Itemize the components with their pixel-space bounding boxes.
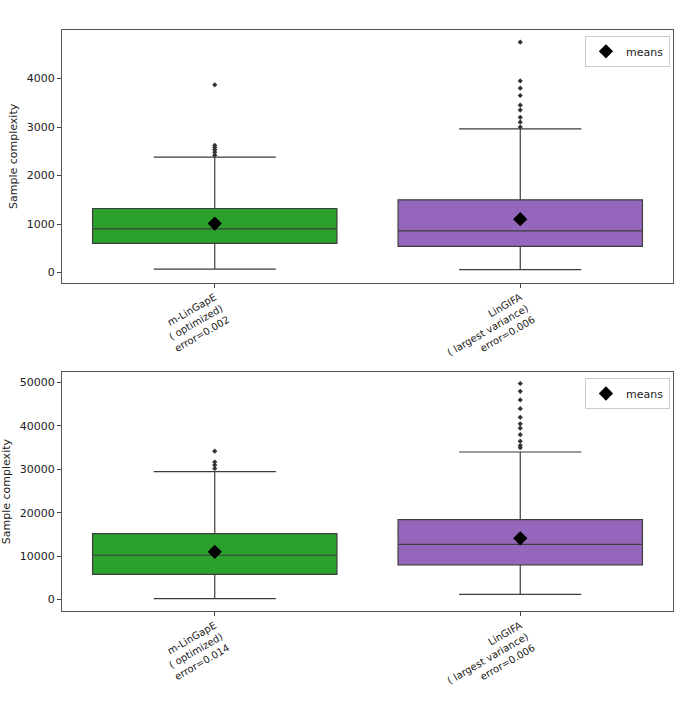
- svg-text:3000: 3000: [27, 121, 55, 134]
- svg-text:2000: 2000: [27, 169, 55, 182]
- svg-text:20000: 20000: [20, 507, 55, 520]
- svg-text:LinGIFA( largest variance)erro: LinGIFA( largest variance)error=0.006: [439, 291, 537, 369]
- svg-text:50000: 50000: [20, 376, 55, 389]
- svg-text:1000: 1000: [27, 218, 55, 231]
- svg-text:Sample complexity: Sample complexity: [0, 439, 13, 545]
- svg-text:10000: 10000: [20, 550, 55, 563]
- svg-text:m-LinGapE( optimized)error=0.0: m-LinGapE( optimized)error=0.002: [160, 291, 232, 354]
- svg-text:LinGIFA( largest variance)erro: LinGIFA( largest variance)error=0.006: [439, 619, 537, 697]
- svg-text:Sample complexity: Sample complexity: [7, 103, 20, 209]
- svg-text:means: means: [626, 388, 663, 401]
- svg-text:40000: 40000: [20, 420, 55, 433]
- svg-text:m-LinGapE( optimized)error=0.0: m-LinGapE( optimized)error=0.014: [160, 619, 232, 682]
- svg-text:30000: 30000: [20, 463, 55, 476]
- svg-text:0: 0: [48, 266, 55, 279]
- svg-text:means: means: [626, 46, 663, 59]
- svg-text:4000: 4000: [27, 72, 55, 85]
- svg-text:0: 0: [48, 593, 55, 606]
